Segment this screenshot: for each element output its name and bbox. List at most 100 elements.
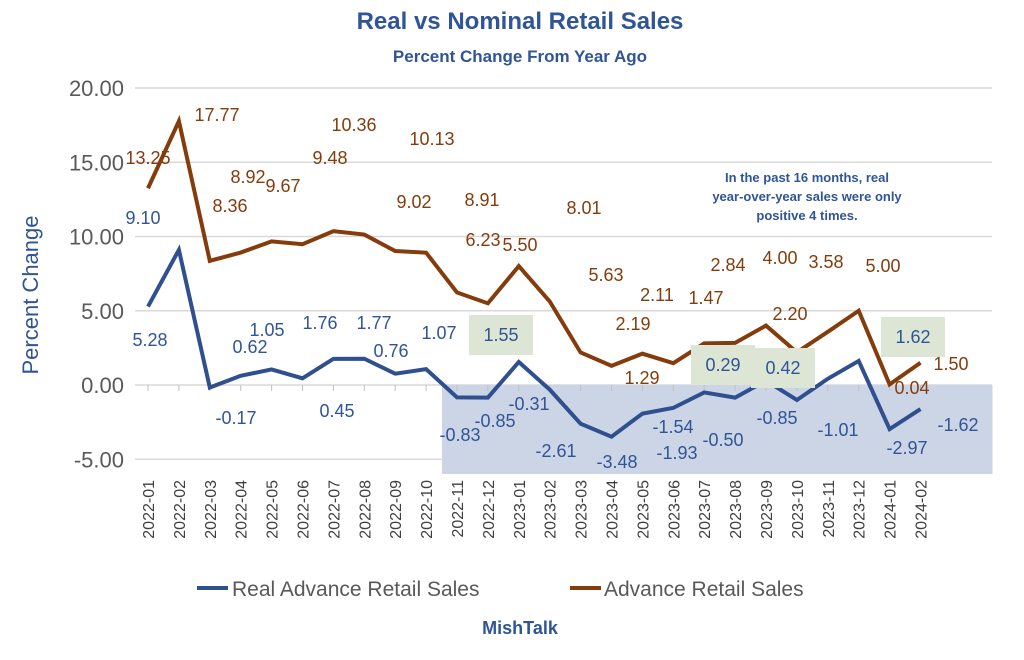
- series-lines: [146, 114, 922, 439]
- data-labels: 5.28 9.10 -0.17 0.621.05 0.45 1.76 1.77 0.76 1.0…: [125, 105, 978, 472]
- series-line-nominal: [146, 114, 922, 388]
- data-label-real: -0.31: [508, 394, 549, 414]
- x-tick-label: 2023-08: [728, 480, 745, 539]
- annotation-line-1: In the past 16 months, real: [725, 170, 889, 185]
- x-tick-label: 2023-01: [512, 480, 529, 539]
- data-label-real: -3.48: [596, 452, 637, 472]
- shaded-rect: [442, 385, 993, 474]
- x-tick-label: 2023-04: [605, 480, 622, 539]
- data-label-real: 1.05: [249, 320, 284, 340]
- data-label-nominal: 10.13: [409, 129, 454, 149]
- x-tick-label: 2022-12: [481, 480, 498, 539]
- annotation-line-2: year-over-year sales were only: [712, 189, 902, 204]
- x-tick-label: 2023-03: [574, 480, 591, 539]
- x-tick-label: 2023-10: [790, 480, 807, 539]
- data-label-real: 0.45: [319, 401, 354, 421]
- data-label-nominal: 13.25: [125, 148, 170, 168]
- data-label-real: -2.61: [535, 441, 576, 461]
- x-tick-label: 2022-08: [357, 480, 374, 539]
- x-tick-label: 2022-02: [172, 480, 189, 539]
- data-label-real: 0.62: [232, 337, 267, 357]
- data-label-nominal: 2.11: [640, 285, 674, 305]
- data-label-nominal: 10.36: [331, 115, 376, 135]
- data-label-real: 1.77: [356, 313, 391, 333]
- x-tick-label: 2023-05: [635, 480, 652, 539]
- y-axis-label: Percent Change: [18, 216, 43, 375]
- y-tick-label: 10.00: [69, 225, 124, 250]
- data-label-nominal: 8.36: [212, 196, 247, 216]
- x-tick-label: 2022-07: [326, 480, 343, 539]
- chart-title: Real vs Nominal Retail Sales: [357, 8, 684, 35]
- data-label-nominal: 2.20: [772, 304, 807, 324]
- x-tick-label: 2023-02: [543, 480, 560, 539]
- data-label-nominal: 1.47: [688, 288, 723, 308]
- data-label-real: 1.55: [483, 325, 518, 345]
- y-tick-label: 20.00: [69, 76, 124, 101]
- x-tick-label: 2022-03: [203, 480, 220, 539]
- data-label-real: -0.17: [215, 408, 256, 428]
- data-label-nominal: 5.00: [865, 256, 900, 276]
- legend: Real Advance Retail Sales Advance Retail…: [197, 578, 804, 601]
- data-label-real: 0.29: [705, 355, 740, 375]
- x-tick-label: 2023-11: [821, 480, 838, 538]
- data-label-real: 0.42: [765, 358, 800, 378]
- x-tick-label: 2023-06: [666, 480, 683, 539]
- annotation-line-3: positive 4 times.: [756, 208, 857, 223]
- x-tick-label: 2023-12: [852, 480, 869, 539]
- data-label-real: -1.54: [652, 417, 693, 437]
- data-label-real: 1.07: [421, 323, 456, 343]
- x-tick-label: 2024-01: [883, 480, 900, 539]
- data-label-real: -2.97: [886, 438, 927, 458]
- data-label-real: -1.62: [937, 415, 978, 435]
- highlight-box: [469, 315, 533, 355]
- x-tick-label: 2024-02: [914, 480, 931, 539]
- data-label-real: 9.10: [125, 208, 160, 228]
- data-label-real: -0.85: [756, 408, 797, 428]
- data-label-nominal: 5.50: [502, 235, 537, 255]
- data-label-nominal: 5.63: [588, 265, 623, 285]
- data-label-nominal: 2.84: [710, 255, 745, 275]
- y-ticks: 20.00 15.00 10.00 5.00 0.00 -5.00: [69, 76, 124, 472]
- data-label-nominal: 8.91: [464, 190, 499, 210]
- y-tick-label: 15.00: [69, 150, 124, 175]
- data-label-real: 1.62: [895, 327, 930, 347]
- highlight-box: [751, 348, 815, 388]
- data-label-real: 5.28: [132, 330, 167, 350]
- chart-subtitle: Percent Change From Year Ago: [393, 47, 647, 66]
- data-label-nominal: 6.23: [465, 230, 500, 250]
- x-tick-label: 2023-09: [759, 480, 776, 539]
- y-tick-label: -5.00: [74, 447, 124, 472]
- data-label-real: -0.83: [439, 425, 480, 445]
- annotation: In the past 16 months, real year-over-ye…: [712, 170, 902, 223]
- data-label-nominal: 1.29: [624, 368, 659, 388]
- shaded-region: [442, 385, 993, 474]
- legend-label-nominal: Advance Retail Sales: [604, 578, 804, 601]
- highlight-box: [881, 317, 945, 357]
- data-label-real: -0.50: [702, 430, 743, 450]
- x-tick-label: 2022-10: [419, 480, 436, 539]
- x-tick-label: 2022-11: [450, 480, 467, 538]
- data-label-real: 1.76: [302, 313, 337, 333]
- data-label-nominal: 1.50: [933, 354, 968, 374]
- x-tick-label: 2023-07: [697, 480, 714, 539]
- x-ticks: 2022-01 2022-02 2022-03 2022-04 2022-05 2022-…: [141, 385, 931, 539]
- data-label-nominal: 0.04: [894, 378, 929, 398]
- x-tick-label: 2022-09: [388, 480, 405, 539]
- x-tick-label: 2022-01: [141, 480, 158, 539]
- data-label-nominal: 3.58: [808, 252, 843, 272]
- data-label-nominal: 17.77: [194, 105, 239, 125]
- highlight-box: [691, 345, 755, 385]
- legend-label-real: Real Advance Retail Sales: [232, 578, 479, 601]
- x-tick-label: 2022-05: [265, 480, 282, 539]
- data-label-real: -1.93: [656, 443, 697, 463]
- y-tick-label: 0.00: [81, 373, 124, 398]
- data-label-nominal: 4.00: [762, 248, 797, 268]
- data-label-real: -1.01: [817, 420, 858, 440]
- data-label-nominal: 8.92: [230, 167, 265, 187]
- series-line-real: [146, 244, 922, 439]
- y-tick-label: 5.00: [81, 299, 124, 324]
- data-label-nominal: 2.19: [615, 314, 650, 334]
- footer-brand: MishTalk: [482, 618, 559, 638]
- x-tick-label: 2022-04: [234, 480, 251, 539]
